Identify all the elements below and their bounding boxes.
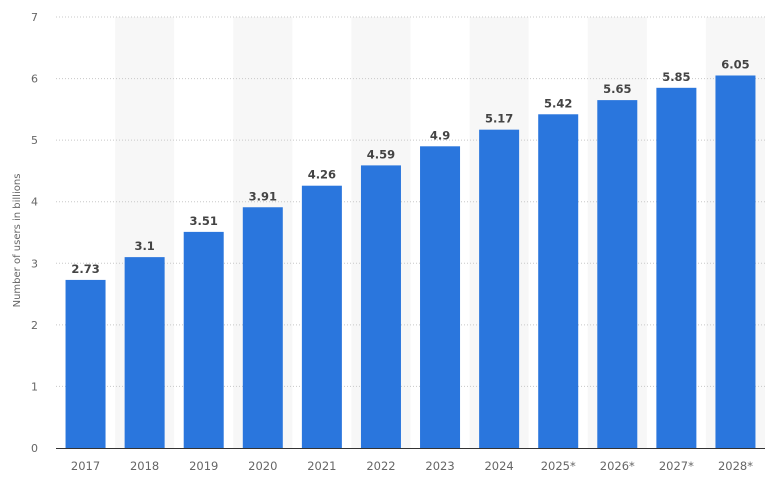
data-label: 3.51	[190, 214, 218, 228]
data-label: 3.1	[134, 239, 154, 253]
bar-2019	[183, 231, 224, 448]
gridlines	[56, 16, 765, 387]
data-label: 5.42	[544, 96, 572, 110]
y-tick-label: 4	[31, 196, 38, 209]
x-tick-label: 2020	[248, 459, 277, 473]
bar-2024	[479, 129, 520, 448]
data-label: 6.05	[721, 57, 749, 71]
data-label: 5.65	[603, 82, 631, 96]
x-axis-ticks: 2017 2018 2019 2020 2021 2022 2023 2024 2025* 202…	[71, 459, 753, 473]
y-tick-label: 6	[31, 73, 38, 86]
bar-2017	[65, 279, 106, 448]
x-tick-label: 2019	[189, 459, 218, 473]
x-tick-label: 2026*	[600, 459, 635, 473]
x-tick-label: 2028*	[718, 459, 753, 473]
x-tick-label: 2017	[71, 459, 100, 473]
x-tick-label: 2021	[307, 459, 336, 473]
x-tick-label: 2024	[484, 459, 513, 473]
x-tick-label: 2018	[130, 459, 159, 473]
x-tick-label: 2022	[366, 459, 395, 473]
bar-2023	[420, 146, 461, 449]
y-axis-title: Number of users in billions	[12, 174, 23, 308]
data-label: 5.17	[485, 112, 513, 126]
bar-2018	[124, 257, 165, 448]
bar-2027-forecast	[656, 87, 697, 449]
x-tick-label: 2027*	[659, 459, 694, 473]
bar-2026-forecast	[597, 100, 638, 448]
y-tick-label: 0	[31, 442, 38, 455]
y-tick-label: 2	[31, 319, 38, 332]
data-label: 4.59	[367, 147, 395, 161]
x-tick-label: 2023	[425, 459, 454, 473]
y-tick-label: 3	[31, 257, 38, 270]
data-label: 4.9	[430, 128, 450, 142]
bar-2021	[301, 185, 342, 448]
bars	[65, 75, 756, 449]
data-label: 3.91	[249, 189, 277, 203]
data-label: 2.73	[71, 262, 99, 276]
y-axis-ticks: 0 1 2 3 4 5 6 7	[31, 11, 38, 455]
data-labels: 2.73 3.1 3.51 3.91 4.26 4.59 4.9 5.17 5.42 5.65 5.…	[71, 57, 749, 275]
y-tick-label: 1	[31, 380, 38, 393]
bar-2022	[360, 165, 401, 448]
y-tick-label: 7	[31, 11, 38, 24]
y-tick-label: 5	[31, 134, 38, 147]
bar-2025-forecast	[538, 114, 579, 448]
data-label: 5.85	[662, 70, 690, 84]
bar-2020	[242, 207, 283, 448]
bar-2028-forecast	[715, 75, 756, 448]
data-label: 4.26	[308, 168, 336, 182]
x-tick-label: 2025*	[541, 459, 576, 473]
